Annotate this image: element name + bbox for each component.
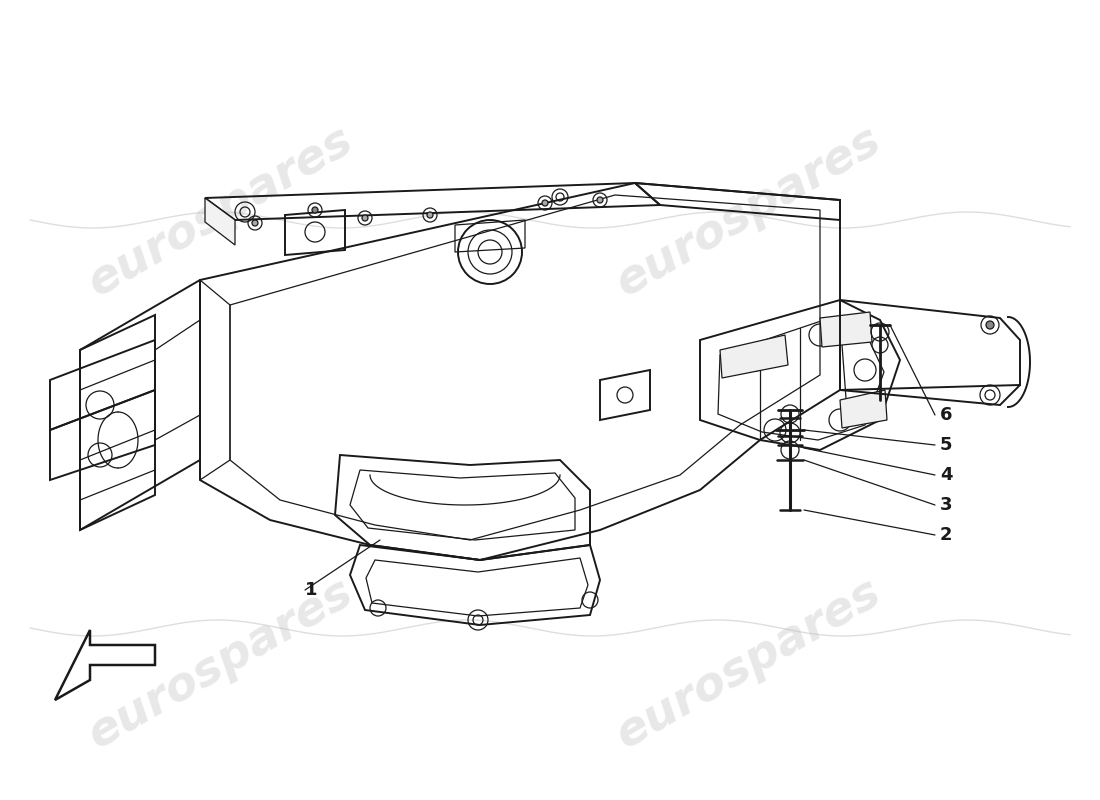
Text: 1: 1 xyxy=(305,581,318,599)
Circle shape xyxy=(312,207,318,213)
Text: eurospares: eurospares xyxy=(79,118,361,306)
Text: 4: 4 xyxy=(940,466,953,484)
Text: 3: 3 xyxy=(940,496,953,514)
Circle shape xyxy=(542,200,548,206)
Circle shape xyxy=(362,215,369,221)
Polygon shape xyxy=(820,312,872,347)
Polygon shape xyxy=(55,630,155,700)
Text: 2: 2 xyxy=(940,526,953,544)
Polygon shape xyxy=(840,390,887,428)
Circle shape xyxy=(427,212,433,218)
Polygon shape xyxy=(205,198,235,245)
Circle shape xyxy=(252,220,258,226)
Text: eurospares: eurospares xyxy=(607,570,889,758)
Text: eurospares: eurospares xyxy=(607,118,889,306)
Text: 6: 6 xyxy=(940,406,953,424)
Circle shape xyxy=(986,321,994,329)
Text: eurospares: eurospares xyxy=(79,570,361,758)
Text: 5: 5 xyxy=(940,436,953,454)
Circle shape xyxy=(597,197,603,203)
Polygon shape xyxy=(720,335,788,378)
